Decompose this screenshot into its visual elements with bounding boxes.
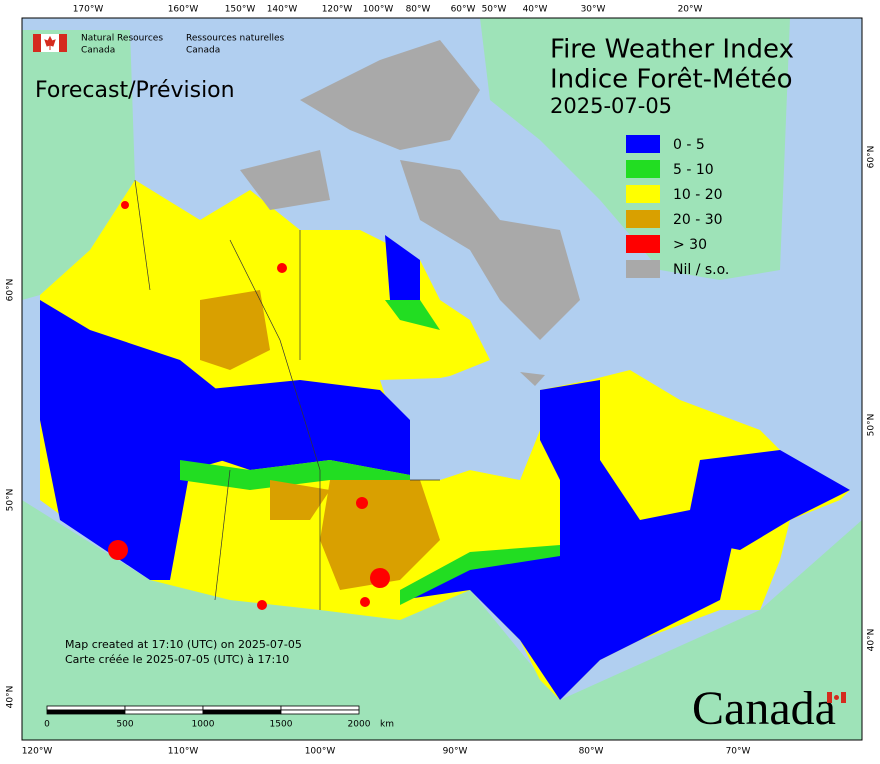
legend-label: 20 - 30	[673, 212, 723, 228]
lon-label: 80°W	[579, 747, 604, 757]
lat-label: 40°N	[6, 686, 16, 709]
footer-text: Carte créée le 2025-07-05 (UTC) à 17:10	[65, 653, 289, 666]
region-0-5	[400, 510, 740, 700]
region-5-10	[385, 300, 440, 330]
region-20-30	[200, 290, 270, 370]
lon-label: 100°W	[305, 747, 336, 757]
arctic-islands	[520, 372, 545, 386]
legend-label: > 30	[673, 237, 707, 253]
scale-segment	[202, 709, 282, 715]
logo: Natural Resources Canada Ressources natu…	[33, 34, 285, 56]
lon-label: 70°W	[726, 747, 751, 757]
map-area	[22, 18, 862, 740]
alaska	[22, 30, 135, 300]
region-over-30	[121, 201, 129, 209]
scale-label: 0	[44, 720, 50, 730]
legend-swatch	[626, 210, 660, 228]
scale-segment	[202, 705, 282, 711]
legend-swatch	[626, 185, 660, 203]
date: 2025-07-05	[550, 94, 672, 118]
scale-segment	[280, 705, 360, 711]
region-5-10	[400, 545, 560, 605]
scale-segment	[46, 709, 126, 715]
wordmark: Canada	[692, 682, 846, 735]
lon-label: 170°W	[73, 5, 104, 15]
lon-label: 160°W	[168, 5, 199, 15]
lon-label: 60°W	[451, 5, 476, 15]
lon-label: 110°W	[168, 747, 199, 757]
legend-swatch	[626, 260, 660, 278]
subtitle: Forecast/Prévision	[35, 78, 235, 103]
scale-unit: km	[380, 720, 394, 730]
legend-swatch	[626, 235, 660, 253]
region-0-5	[385, 235, 420, 300]
scale-label: 1000	[192, 720, 215, 730]
lat-label: 50°N	[867, 414, 877, 437]
footer-text: Map created at 17:10 (UTC) on 2025-07-05	[65, 638, 302, 651]
lon-label: 20°W	[678, 5, 703, 15]
arctic-islands	[240, 150, 330, 210]
border	[214, 469, 231, 601]
legend-label: 0 - 5	[673, 137, 705, 153]
arctic-islands	[400, 160, 580, 340]
legend-swatch	[626, 160, 660, 178]
lon-label: 150°W	[225, 5, 256, 15]
logo-text: Ressources naturelles	[186, 34, 285, 44]
logo-text: Canada	[81, 46, 115, 56]
legend-label: Nil / s.o.	[673, 262, 729, 278]
logo-text: Canada	[186, 46, 220, 56]
lon-label: 120°W	[22, 747, 53, 757]
lon-label: 140°W	[267, 5, 298, 15]
scale-bar: 0 500 1000 1500 2000 km	[44, 705, 394, 730]
lat-label: 60°N	[867, 146, 877, 169]
lon-label: 50°W	[482, 5, 507, 15]
hudson-bay	[380, 368, 540, 480]
region-20-30	[320, 480, 440, 590]
region-over-30	[277, 263, 287, 273]
region-over-30	[257, 600, 267, 610]
border	[229, 239, 321, 471]
lon-label: 90°W	[443, 747, 468, 757]
arctic-islands	[300, 40, 480, 150]
lon-label: 40°W	[523, 5, 548, 15]
region-0-5	[190, 380, 410, 475]
scale-segment	[280, 709, 360, 715]
region-over-30	[370, 568, 390, 588]
region-20-30	[270, 480, 330, 520]
legend-swatch	[626, 135, 660, 153]
lat-label: 40°N	[867, 629, 877, 652]
region-over-30	[360, 597, 370, 607]
region-0-5	[40, 300, 260, 580]
legend: 0 - 5 5 - 10 10 - 20 20 - 30 > 30 Nil / s.o.	[626, 135, 729, 278]
border	[134, 179, 151, 291]
legend-label: 5 - 10	[673, 162, 714, 178]
lat-label: 60°N	[6, 279, 16, 302]
region-over-30	[108, 540, 128, 560]
region-over-30	[356, 497, 368, 509]
lon-label: 120°W	[322, 5, 353, 15]
scale-label: 500	[116, 720, 133, 730]
lat-label: 50°N	[6, 489, 16, 512]
scale-segment	[46, 705, 126, 711]
title: Fire Weather Index	[550, 35, 794, 65]
scale-label: 1500	[270, 720, 293, 730]
title: Indice Forêt-Météo	[550, 65, 793, 95]
lon-label: 100°W	[363, 5, 394, 15]
graticule-labels: 170°W 160°W 150°W 140°W 120°W 100°W 80°W 60°W 50…	[6, 5, 877, 757]
scale-segment	[124, 705, 204, 711]
frame	[21, 17, 863, 741]
logo-text: Natural Resources	[81, 34, 163, 44]
wordmark-text: Canada	[692, 682, 836, 735]
region-0-5	[540, 380, 850, 560]
lon-label: 30°W	[581, 5, 606, 15]
scale-label: 2000	[348, 720, 371, 730]
scale-segment	[124, 709, 204, 715]
lon-label: 80°W	[406, 5, 431, 15]
legend-label: 10 - 20	[673, 187, 723, 203]
usa	[22, 500, 862, 740]
